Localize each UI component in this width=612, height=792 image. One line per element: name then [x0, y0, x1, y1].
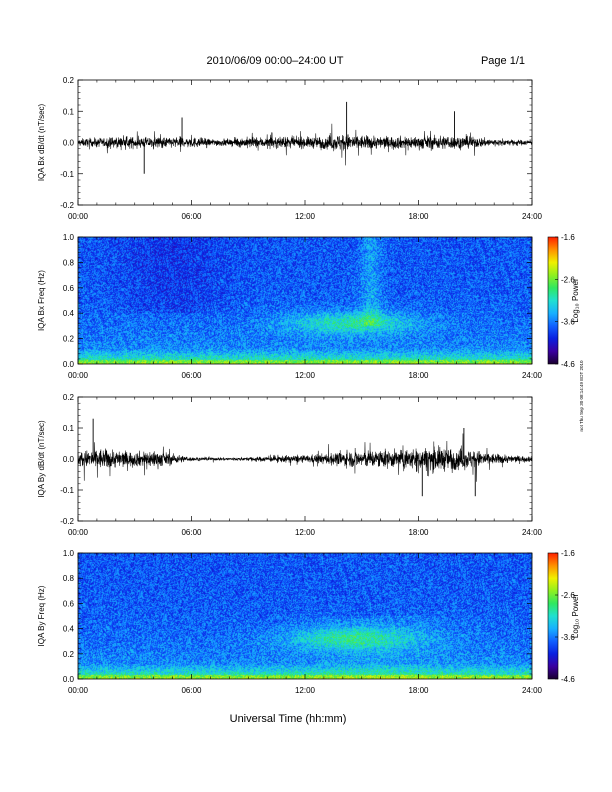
x-tick-label: 24:00 — [522, 212, 543, 221]
y-tick-label: 1.0 — [63, 549, 75, 558]
y-tick-label: 0.6 — [63, 284, 75, 293]
colorbar-label: Log₁₀ Power — [571, 594, 580, 639]
y-tick-label: 0.4 — [63, 309, 75, 318]
x-tick-label: 18:00 — [408, 212, 429, 221]
colorbar-tick-label: -3.6 — [561, 633, 575, 642]
dbdt-trace — [77, 123, 533, 166]
y-tick-label: -0.2 — [60, 517, 74, 526]
y-tick-label: 0.0 — [63, 360, 75, 369]
x-tick-label: 18:00 — [408, 686, 429, 695]
colorbar — [547, 236, 559, 365]
x-tick-label: 00:00 — [68, 528, 89, 537]
y-axis-label: IQA By Freq (Hz) — [37, 585, 46, 646]
x-tick-label: 06:00 — [181, 212, 202, 221]
colorbar-tick-label: -3.6 — [561, 318, 575, 327]
colorbar — [547, 552, 559, 680]
y-tick-label: 0.1 — [63, 424, 75, 433]
colorbar-tick-label: -4.6 — [561, 675, 575, 684]
bx-spectrogram-panel: -1.6 -2.6 -3.6 -4.6 Log₁₀ Power 00:00 06:00 12:… — [37, 233, 580, 380]
x-axis-title: Universal Time (hh:mm) — [230, 713, 347, 725]
colorbar-tick-label: -1.6 — [561, 233, 575, 242]
x-tick-label: 24:00 — [522, 686, 543, 695]
plot-title: 2010/06/09 00:00–24:00 UT — [206, 55, 343, 67]
y-tick-label: 0.0 — [63, 675, 75, 684]
x-tick-label: 00:00 — [68, 212, 89, 221]
y-tick-label: 1.0 — [63, 233, 75, 242]
y-tick-label: 0.0 — [63, 455, 75, 464]
x-tick-label: 12:00 — [295, 686, 316, 695]
x-tick-label: 06:00 — [181, 528, 202, 537]
x-tick-label: 18:00 — [408, 371, 429, 380]
y-tick-label: 0.6 — [63, 599, 75, 608]
y-tick-label: 0.0 — [63, 139, 75, 148]
y-tick-label: 0.2 — [63, 335, 75, 344]
y-tick-label: 0.4 — [63, 625, 75, 634]
y-tick-label: 0.2 — [63, 76, 75, 85]
y-tick-label: -0.1 — [60, 170, 74, 179]
spectrogram-image — [78, 553, 532, 679]
x-tick-label: 06:00 — [181, 371, 202, 380]
y-tick-label: -0.2 — [60, 201, 74, 210]
x-tick-label: 24:00 — [522, 371, 543, 380]
by-spectrogram-panel: -1.6 -2.6 -3.6 -4.6 Log₁₀ Power 00:00 06:00 12:… — [37, 549, 580, 695]
x-tick-label: 06:00 — [181, 686, 202, 695]
y-axis-label: IQA Bx dB/dt (nT/sec) — [37, 103, 46, 181]
y-axis-label: IQA By dB/dt (nT/sec) — [37, 420, 46, 498]
spectrogram-image — [78, 237, 532, 364]
colorbar-label: Log₁₀ Power — [571, 278, 580, 323]
colorbar-tick-label: -1.6 — [561, 549, 575, 558]
y-axis-label: IQA Bx Freq (Hz) — [37, 270, 46, 331]
y-tick-label: 0.8 — [63, 258, 75, 267]
bx-dbdt-panel: 00:00 06:00 12:00 18:00 24:00 0.2 0.1 0.0 -0.1 -0… — [37, 76, 543, 221]
x-tick-label: 12:00 — [295, 528, 316, 537]
x-tick-label: 12:00 — [295, 371, 316, 380]
x-tick-label: 12:00 — [295, 212, 316, 221]
x-tick-label: 00:00 — [68, 371, 89, 380]
y-tick-label: -0.1 — [60, 486, 74, 495]
colorbar-tick-label: -2.6 — [561, 275, 575, 284]
y-tick-label: 0.2 — [63, 393, 75, 402]
y-tick-label: 0.8 — [63, 574, 75, 583]
x-tick-label: 00:00 — [68, 686, 89, 695]
y-tick-label: 0.2 — [63, 650, 75, 659]
dbdt-trace — [77, 433, 533, 482]
x-tick-label: 24:00 — [522, 528, 543, 537]
x-tick-label: 18:00 — [408, 528, 429, 537]
colorbar-tick-label: -4.6 — [561, 360, 575, 369]
processing-timestamp: not Thu Sep 30 08:14:49 EDT 2010 — [579, 360, 584, 431]
by-dbdt-panel: 00:00 06:00 12:00 18:00 24:00 0.2 0.1 0.0 -0.1 -0… — [37, 393, 543, 537]
y-tick-label: 0.1 — [63, 107, 75, 116]
page-indicator: Page 1/1 — [481, 55, 525, 67]
colorbar-tick-label: -2.6 — [561, 591, 575, 600]
